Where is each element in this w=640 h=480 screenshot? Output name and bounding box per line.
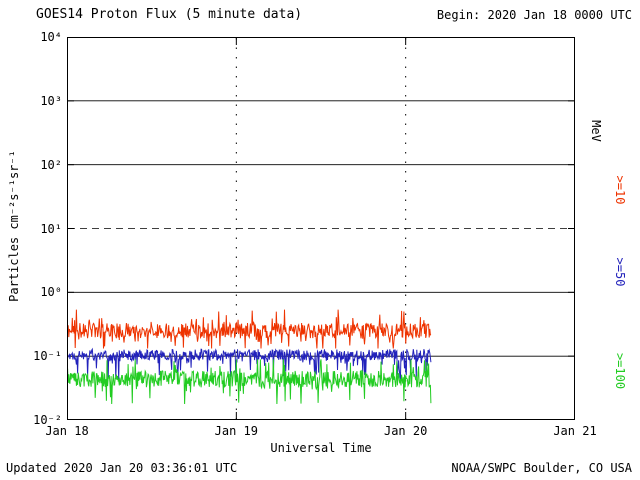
- y-tick-label: 10⁴: [40, 30, 62, 44]
- right-axis-label-50: >=50: [613, 257, 627, 287]
- trace--10-mev: [66, 309, 432, 349]
- updated-timestamp: Updated 2020 Jan 20 03:36:01 UTC: [6, 461, 238, 475]
- source-attribution: NOAA/SWPC Boulder, CO USA: [451, 461, 632, 475]
- x-tick-label: Jan 19: [214, 424, 259, 438]
- y-tick-label: 10²: [40, 157, 62, 172]
- x-tick-label: Jan 18: [45, 424, 89, 438]
- x-tick-label: Jan 21: [553, 424, 597, 438]
- y-tick-label: 10⁻²: [33, 413, 62, 427]
- right-axis-label-mev: MeV: [589, 120, 603, 142]
- right-axis-label-10: >=10: [613, 175, 627, 205]
- plot-area: [66, 37, 575, 420]
- y-tick-label: 10⁰: [40, 285, 62, 300]
- y-tick-label: 10⁻¹: [33, 349, 62, 364]
- begin-timestamp: Begin: 2020 Jan 18 0000 UTC: [436, 8, 632, 22]
- x-axis-label: Universal Time: [270, 441, 372, 455]
- chart-title: GOES14 Proton Flux (5 minute data): [36, 7, 303, 22]
- trace--100-mev: [66, 359, 432, 405]
- x-tick-label: Jan 20: [383, 424, 428, 438]
- y-tick-label: 10¹: [40, 221, 62, 236]
- trace--50-mev: [66, 347, 432, 381]
- y-tick-label: 10³: [40, 93, 62, 108]
- right-axis-label-100: >=100: [613, 352, 627, 390]
- proton-flux-chart: [66, 37, 575, 420]
